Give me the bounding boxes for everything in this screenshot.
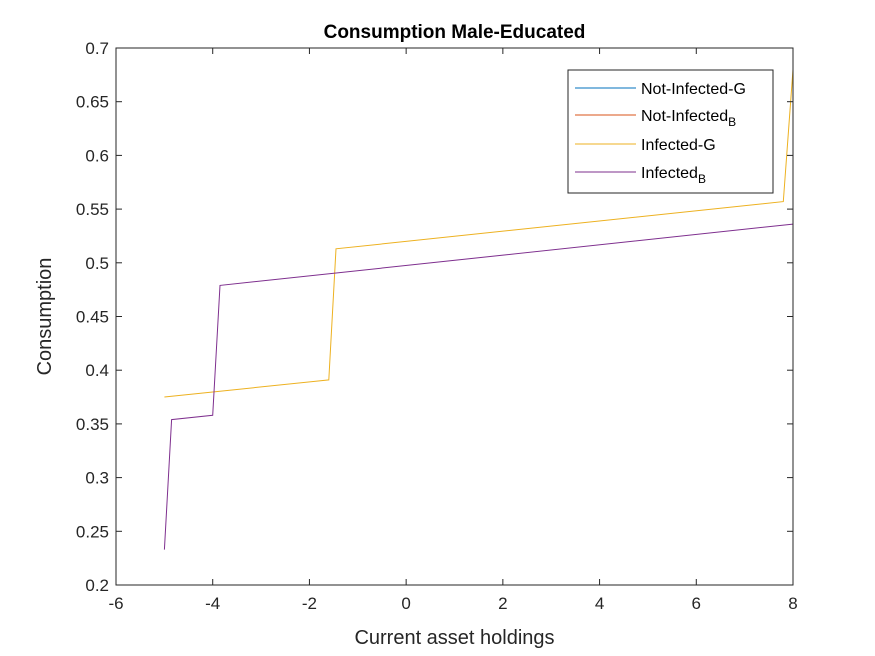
y-tick-label: 0.55 xyxy=(76,200,109,219)
legend-label-1: Not-Infected-G xyxy=(641,81,746,98)
x-tick-label: -6 xyxy=(108,594,123,613)
x-tick-label: -4 xyxy=(205,594,220,613)
y-axis-ticks: 0.2 0.25 0.3 0.35 0.4 0.45 0.5 0.55 0.6 0.65 0.7 xyxy=(76,39,793,595)
y-axis-label: Consumption xyxy=(34,258,56,376)
y-tick-label: 0.5 xyxy=(85,254,109,273)
x-tick-label: 4 xyxy=(595,594,604,613)
series-lines xyxy=(163,69,794,550)
series-line-4 xyxy=(163,223,794,550)
y-tick-label: 0.4 xyxy=(85,361,109,380)
x-tick-label: 2 xyxy=(498,594,507,613)
legend: Not-Infected-G Not-InfectedB Infected-G Inf… xyxy=(567,69,774,194)
x-axis-label: Current asset holdings xyxy=(354,627,554,649)
x-tick-label: 0 xyxy=(401,594,410,613)
x-axis-ticks: -6 -4 -2 0 2 4 6 8 xyxy=(108,48,798,613)
chart-title: Consumption Male-Educated xyxy=(324,22,586,43)
legend-label-4: InfectedB xyxy=(641,165,706,186)
x-tick-label: -2 xyxy=(302,594,317,613)
y-tick-label: 0.45 xyxy=(76,308,109,327)
series-line-3 xyxy=(164,69,794,398)
y-tick-label: 0.7 xyxy=(85,39,109,58)
y-tick-label: 0.2 xyxy=(85,576,109,595)
y-tick-label: 0.6 xyxy=(85,146,109,165)
legend-label-2: Not-InfectedB xyxy=(641,108,736,129)
legend-items: Not-Infected-G Not-InfectedB Infected-G Inf… xyxy=(575,81,746,186)
y-tick-label: 0.3 xyxy=(85,469,109,488)
y-tick-label: 0.25 xyxy=(76,522,109,541)
x-tick-label: 6 xyxy=(692,594,701,613)
x-tick-label: 8 xyxy=(788,594,797,613)
y-tick-label: 0.35 xyxy=(76,415,109,434)
y-tick-label: 0.65 xyxy=(76,93,109,112)
legend-label-3: Infected-G xyxy=(641,137,716,154)
